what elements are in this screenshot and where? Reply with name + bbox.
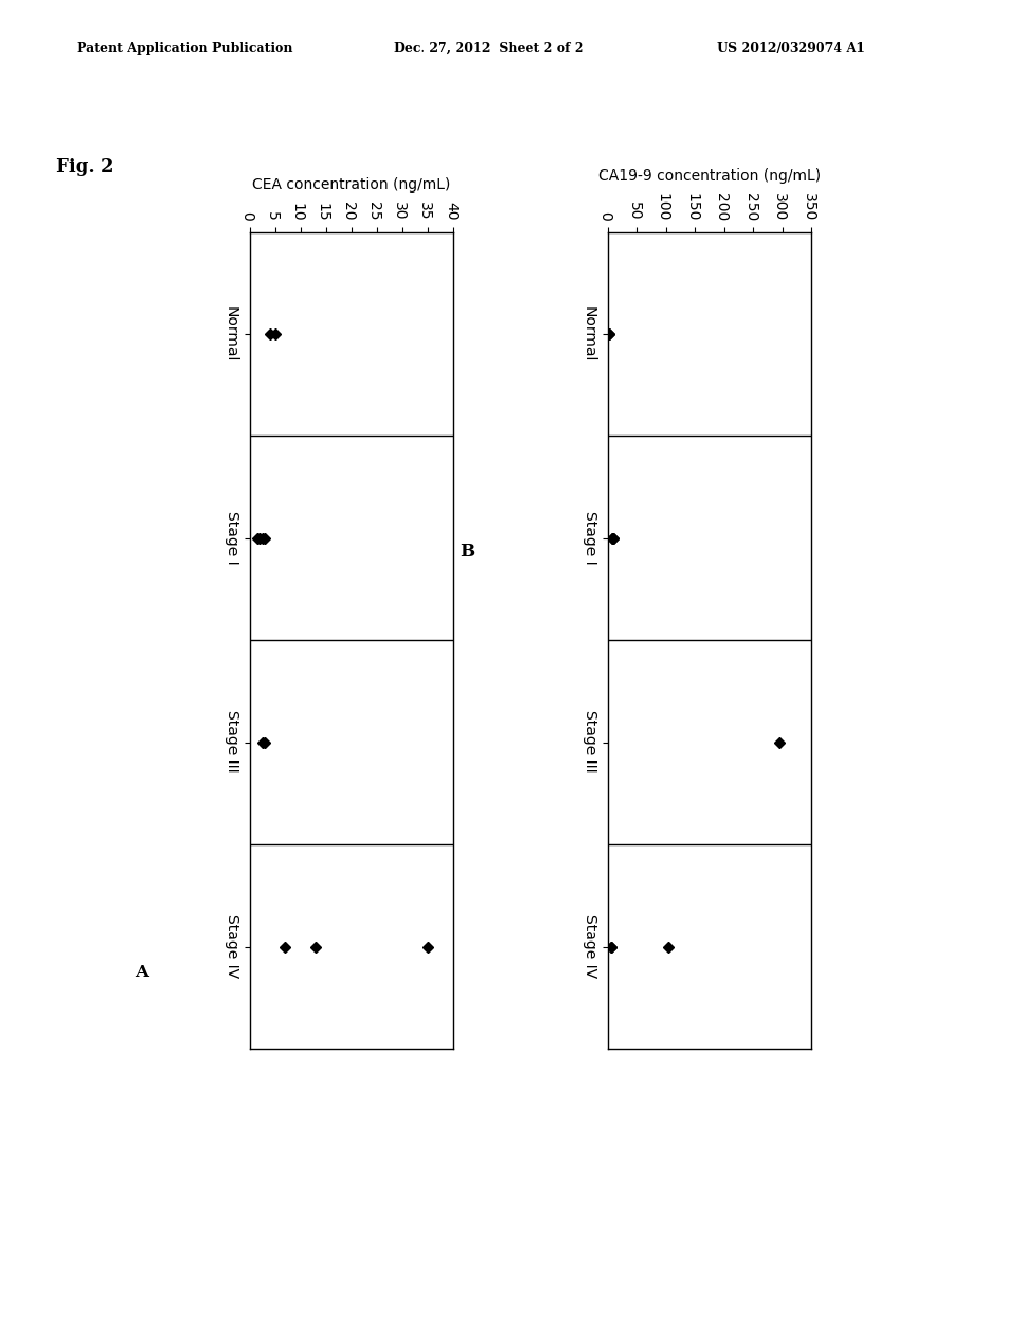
Text: Dec. 27, 2012  Sheet 2 of 2: Dec. 27, 2012 Sheet 2 of 2 (394, 42, 584, 55)
Text: B: B (460, 543, 474, 560)
Text: A: A (135, 964, 148, 981)
Text: Fig. 2: Fig. 2 (56, 158, 114, 177)
Text: Patent Application Publication: Patent Application Publication (77, 42, 292, 55)
Text: US 2012/0329074 A1: US 2012/0329074 A1 (717, 42, 865, 55)
